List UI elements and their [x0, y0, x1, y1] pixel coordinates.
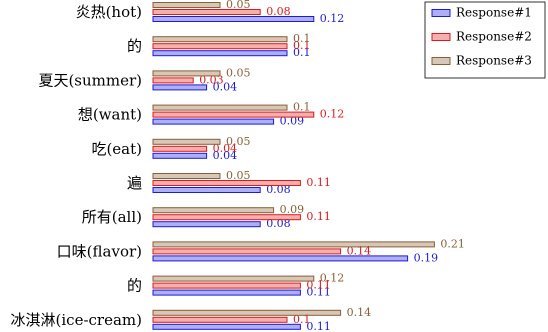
- value-label: 0.14: [347, 244, 372, 257]
- bar: [152, 255, 409, 262]
- legend-label: Response#2: [456, 30, 532, 44]
- value-label: 0.21: [440, 237, 465, 250]
- value-label: 0.11: [306, 279, 331, 292]
- bar: [152, 43, 288, 50]
- bar: [152, 138, 221, 145]
- bar: [152, 248, 342, 255]
- value-label: 0.08: [266, 183, 291, 196]
- value-label: 0.05: [226, 135, 251, 148]
- bar: [152, 241, 435, 248]
- bar: [152, 282, 301, 289]
- bar: [152, 214, 301, 221]
- bar: [152, 323, 301, 330]
- y-tick-label: 的: [127, 277, 142, 295]
- y-tick-label: 想(want): [78, 106, 142, 124]
- value-label: 0.04: [213, 142, 238, 155]
- bar: [152, 173, 221, 179]
- bar: [152, 70, 221, 77]
- value-label: 0.11: [306, 176, 331, 189]
- value-label: 0.12: [320, 272, 345, 285]
- value-label: 0.05: [226, 66, 251, 79]
- value-label: 0.03: [199, 73, 224, 86]
- value-label: 0.12: [320, 108, 345, 121]
- value-label: 0.1: [293, 313, 311, 326]
- value-label: 0.11: [306, 286, 331, 299]
- bar: [152, 289, 301, 296]
- bar: [152, 275, 315, 282]
- value-label: 0.05: [226, 0, 251, 11]
- value-label: 0.11: [306, 320, 331, 332]
- legend-label: Response#1: [456, 6, 532, 20]
- bar: [152, 309, 342, 316]
- bar: [152, 16, 315, 22]
- bar: [152, 9, 261, 15]
- value-label: 0.1: [293, 32, 311, 45]
- value-label: 0.1: [293, 39, 311, 52]
- bar: [152, 152, 208, 159]
- value-label: 0.12: [320, 12, 345, 25]
- value-label: 0.14: [347, 306, 372, 319]
- value-label: 0.1: [293, 46, 311, 59]
- bar: [152, 36, 288, 43]
- bar: [152, 50, 288, 57]
- value-label: 0.05: [226, 169, 251, 182]
- legend-swatch: [431, 9, 451, 17]
- value-label: 0.09: [280, 203, 305, 216]
- y-tick-label: 夏天(summer): [38, 71, 142, 89]
- y-tick-label: 炎热(hot): [76, 3, 142, 21]
- bar: [152, 145, 208, 152]
- y-tick-label: 吃(eat): [91, 140, 142, 158]
- legend-swatch: [431, 57, 451, 65]
- value-label: 0.09: [280, 115, 305, 128]
- bar: [152, 180, 301, 186]
- bar: [152, 316, 288, 323]
- value-label: 0.1: [293, 101, 311, 114]
- value-label: 0.11: [306, 210, 331, 223]
- value-label: 0.04: [213, 149, 238, 162]
- value-label: 0.08: [266, 5, 291, 18]
- bar: [152, 111, 315, 118]
- y-tick-label: 所有(all): [82, 208, 142, 226]
- bar: [152, 77, 194, 84]
- legend-swatch: [431, 33, 451, 41]
- y-tick-label: 遍: [127, 174, 142, 192]
- bar: [152, 2, 221, 8]
- value-label: 0.04: [213, 80, 238, 93]
- bar: [152, 221, 261, 228]
- bar: [152, 104, 288, 111]
- y-tick-label: 口味(flavor): [57, 242, 142, 260]
- bar: [152, 187, 261, 193]
- legend-label: Response#3: [456, 54, 532, 68]
- bar: [152, 118, 275, 125]
- bar: [152, 84, 208, 91]
- bar: [152, 207, 275, 214]
- value-label: 0.08: [266, 217, 291, 230]
- y-tick-label: 的: [127, 37, 142, 55]
- value-label: 0.19: [414, 251, 439, 264]
- y-tick-label: 冰淇淋(ice-cream): [11, 311, 142, 329]
